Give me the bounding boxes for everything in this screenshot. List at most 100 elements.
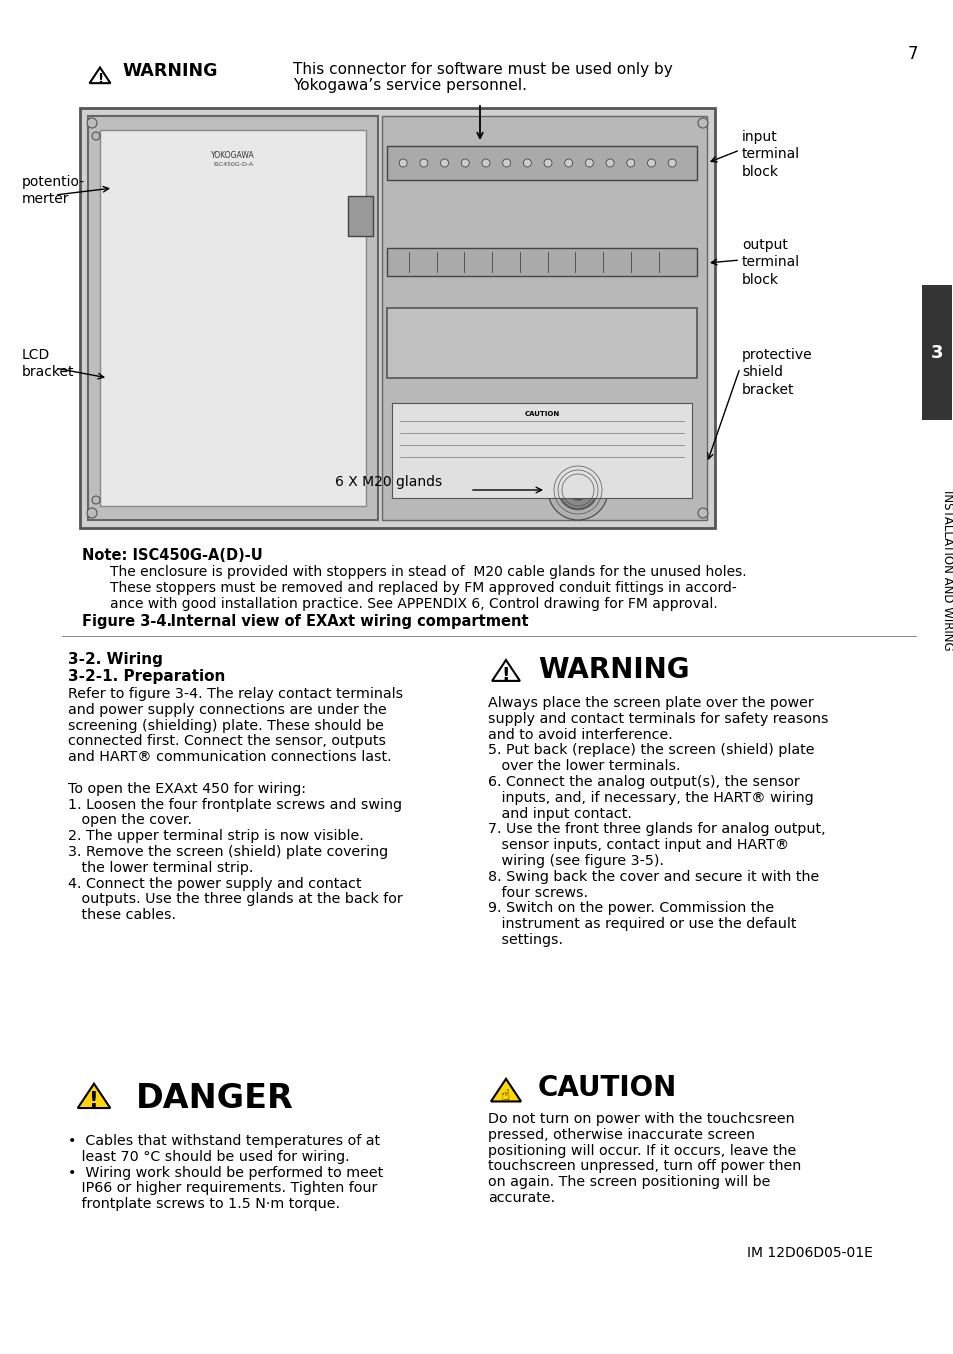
Text: These stoppers must be removed and replaced by FM approved conduit fittings in a: These stoppers must be removed and repla… [110, 581, 736, 594]
Text: 2. The upper terminal strip is now visible.: 2. The upper terminal strip is now visib… [68, 829, 363, 844]
Text: 6 X M20 glands: 6 X M20 glands [335, 475, 441, 489]
Bar [348, 196, 373, 236]
Text: pressed, otherwise inaccurate screen: pressed, otherwise inaccurate screen [488, 1128, 754, 1141]
Text: protective
shield
bracket: protective shield bracket [741, 348, 812, 397]
Circle shape [460, 158, 469, 167]
Text: Refer to figure 3-4. The relay contact terminals: Refer to figure 3-4. The relay contact t… [68, 686, 403, 701]
Text: positioning will occur. If it occurs, leave the: positioning will occur. If it occurs, le… [488, 1144, 796, 1158]
Circle shape [419, 158, 428, 167]
Bar [386, 248, 697, 276]
Circle shape [481, 158, 490, 167]
Text: instrument as required or use the default: instrument as required or use the defaul… [488, 917, 796, 932]
Circle shape [87, 508, 97, 519]
Text: potentio-
merter: potentio- merter [22, 175, 85, 206]
Text: The enclosure is provided with stoppers in stead of  M20 cable glands for the un: The enclosure is provided with stoppers … [110, 565, 746, 580]
Text: Do not turn on power with the touchcsreen: Do not turn on power with the touchcsree… [488, 1112, 794, 1127]
Text: Note: ISC450G-A(D)-U: Note: ISC450G-A(D)-U [82, 548, 262, 563]
Text: YOKOGAWA: YOKOGAWA [212, 152, 254, 160]
Circle shape [91, 496, 100, 504]
Polygon shape [491, 1079, 520, 1101]
Text: WARNING: WARNING [122, 62, 217, 80]
Bar [392, 403, 691, 498]
Bar [386, 307, 697, 378]
Text: 6. Connect the analog output(s), the sensor: 6. Connect the analog output(s), the sen… [488, 774, 799, 789]
Text: CAUTION: CAUTION [537, 1074, 677, 1102]
Text: frontplate screws to 1.5 N·m torque.: frontplate screws to 1.5 N·m torque. [68, 1197, 339, 1212]
Text: ance with good installation practice. See APPENDIX 6, Control drawing for FM app: ance with good installation practice. Se… [110, 597, 717, 611]
Bar [80, 108, 714, 528]
Circle shape [605, 158, 614, 167]
Text: and input contact.: and input contact. [488, 807, 631, 821]
Circle shape [573, 485, 582, 496]
Circle shape [87, 118, 97, 129]
Text: accurate.: accurate. [488, 1192, 555, 1205]
Text: WARNING: WARNING [537, 655, 689, 684]
Text: wiring (see figure 3-5).: wiring (see figure 3-5). [488, 854, 663, 868]
Text: This connector for software must be used only by: This connector for software must be used… [293, 62, 672, 77]
Text: 8. Swing back the cover and secure it with the: 8. Swing back the cover and secure it wi… [488, 869, 819, 884]
Text: 3-2-1. Preparation: 3-2-1. Preparation [68, 669, 225, 684]
Text: over the lower terminals.: over the lower terminals. [488, 760, 679, 773]
Text: IM 12D06D05-01E: IM 12D06D05-01E [746, 1246, 872, 1261]
Text: 4. Connect the power supply and contact: 4. Connect the power supply and contact [68, 876, 361, 891]
Text: 7: 7 [906, 45, 917, 64]
Text: 3-2. Wiring: 3-2. Wiring [68, 653, 163, 668]
Circle shape [564, 158, 572, 167]
Text: •  Wiring work should be performed to meet: • Wiring work should be performed to mee… [68, 1166, 383, 1179]
Circle shape [558, 471, 597, 509]
Text: IP66 or higher requirements. Tighten four: IP66 or higher requirements. Tighten fou… [68, 1182, 377, 1196]
Text: touchscreen unpressed, turn off power then: touchscreen unpressed, turn off power th… [488, 1159, 801, 1174]
Circle shape [647, 158, 655, 167]
Circle shape [547, 460, 607, 520]
Text: !: ! [89, 1091, 99, 1112]
Circle shape [667, 158, 676, 167]
Text: 3: 3 [930, 344, 943, 362]
Bar [88, 116, 378, 520]
Text: To open the EXAxt 450 for wiring:: To open the EXAxt 450 for wiring: [68, 781, 306, 796]
Text: CAUTION: CAUTION [523, 412, 558, 417]
Text: !: ! [97, 72, 103, 85]
Text: 5. Put back (replace) the screen (shield) plate: 5. Put back (replace) the screen (shield… [488, 743, 814, 757]
Polygon shape [78, 1083, 111, 1108]
Text: LCD
bracket: LCD bracket [22, 348, 74, 379]
Text: four screws.: four screws. [488, 886, 587, 899]
Circle shape [502, 158, 510, 167]
Text: 7. Use the front three glands for analog output,: 7. Use the front three glands for analog… [488, 822, 824, 837]
Text: 3. Remove the screen (shield) plate covering: 3. Remove the screen (shield) plate cove… [68, 845, 388, 858]
Circle shape [626, 158, 634, 167]
Text: Always place the screen plate over the power: Always place the screen plate over the p… [488, 696, 813, 709]
Circle shape [543, 158, 552, 167]
Text: Figure 3-4.: Figure 3-4. [82, 613, 172, 630]
Text: these cables.: these cables. [68, 909, 175, 922]
Text: and HART® communication connections last.: and HART® communication connections last… [68, 750, 392, 764]
Text: outputs. Use the three glands at the back for: outputs. Use the three glands at the bac… [68, 892, 402, 906]
Text: ISC450G-D-A: ISC450G-D-A [213, 162, 253, 167]
Text: output
terminal
block: output terminal block [741, 238, 800, 287]
Text: supply and contact terminals for safety reasons: supply and contact terminals for safety … [488, 712, 827, 726]
Text: 1. Loosen the four frontplate screws and swing: 1. Loosen the four frontplate screws and… [68, 798, 401, 811]
Circle shape [567, 481, 587, 500]
Text: Yokogawa’s service personnel.: Yokogawa’s service personnel. [293, 79, 526, 93]
Text: input
terminal
block: input terminal block [741, 130, 800, 179]
Text: screening (shielding) plate. These should be: screening (shielding) plate. These shoul… [68, 719, 383, 733]
Text: 9. Switch on the power. Commission the: 9. Switch on the power. Commission the [488, 902, 773, 915]
Text: inputs, and, if necessary, the HART® wiring: inputs, and, if necessary, the HART® wir… [488, 791, 813, 804]
Text: open the cover.: open the cover. [68, 814, 192, 827]
Circle shape [698, 118, 707, 129]
Text: least 70 °C should be used for wiring.: least 70 °C should be used for wiring. [68, 1150, 349, 1164]
Bar [386, 146, 697, 180]
Text: sensor inputs, contact input and HART®: sensor inputs, contact input and HART® [488, 838, 788, 852]
Text: on again. The screen positioning will be: on again. The screen positioning will be [488, 1175, 770, 1189]
Text: the lower terminal strip.: the lower terminal strip. [68, 861, 253, 875]
Text: DANGER: DANGER [136, 1082, 294, 1114]
Text: •  Cables that withstand temperatures of at: • Cables that withstand temperatures of … [68, 1135, 379, 1148]
Bar [381, 116, 706, 520]
Circle shape [698, 508, 707, 519]
Text: !: ! [501, 666, 510, 684]
Text: INSTALLATION AND WIRING: INSTALLATION AND WIRING [941, 490, 953, 650]
Circle shape [585, 158, 593, 167]
Text: and power supply connections are under the: and power supply connections are under t… [68, 703, 386, 716]
Text: ☝: ☝ [501, 1089, 510, 1104]
Bar [921, 284, 951, 420]
Text: connected first. Connect the sensor, outputs: connected first. Connect the sensor, out… [68, 734, 386, 749]
